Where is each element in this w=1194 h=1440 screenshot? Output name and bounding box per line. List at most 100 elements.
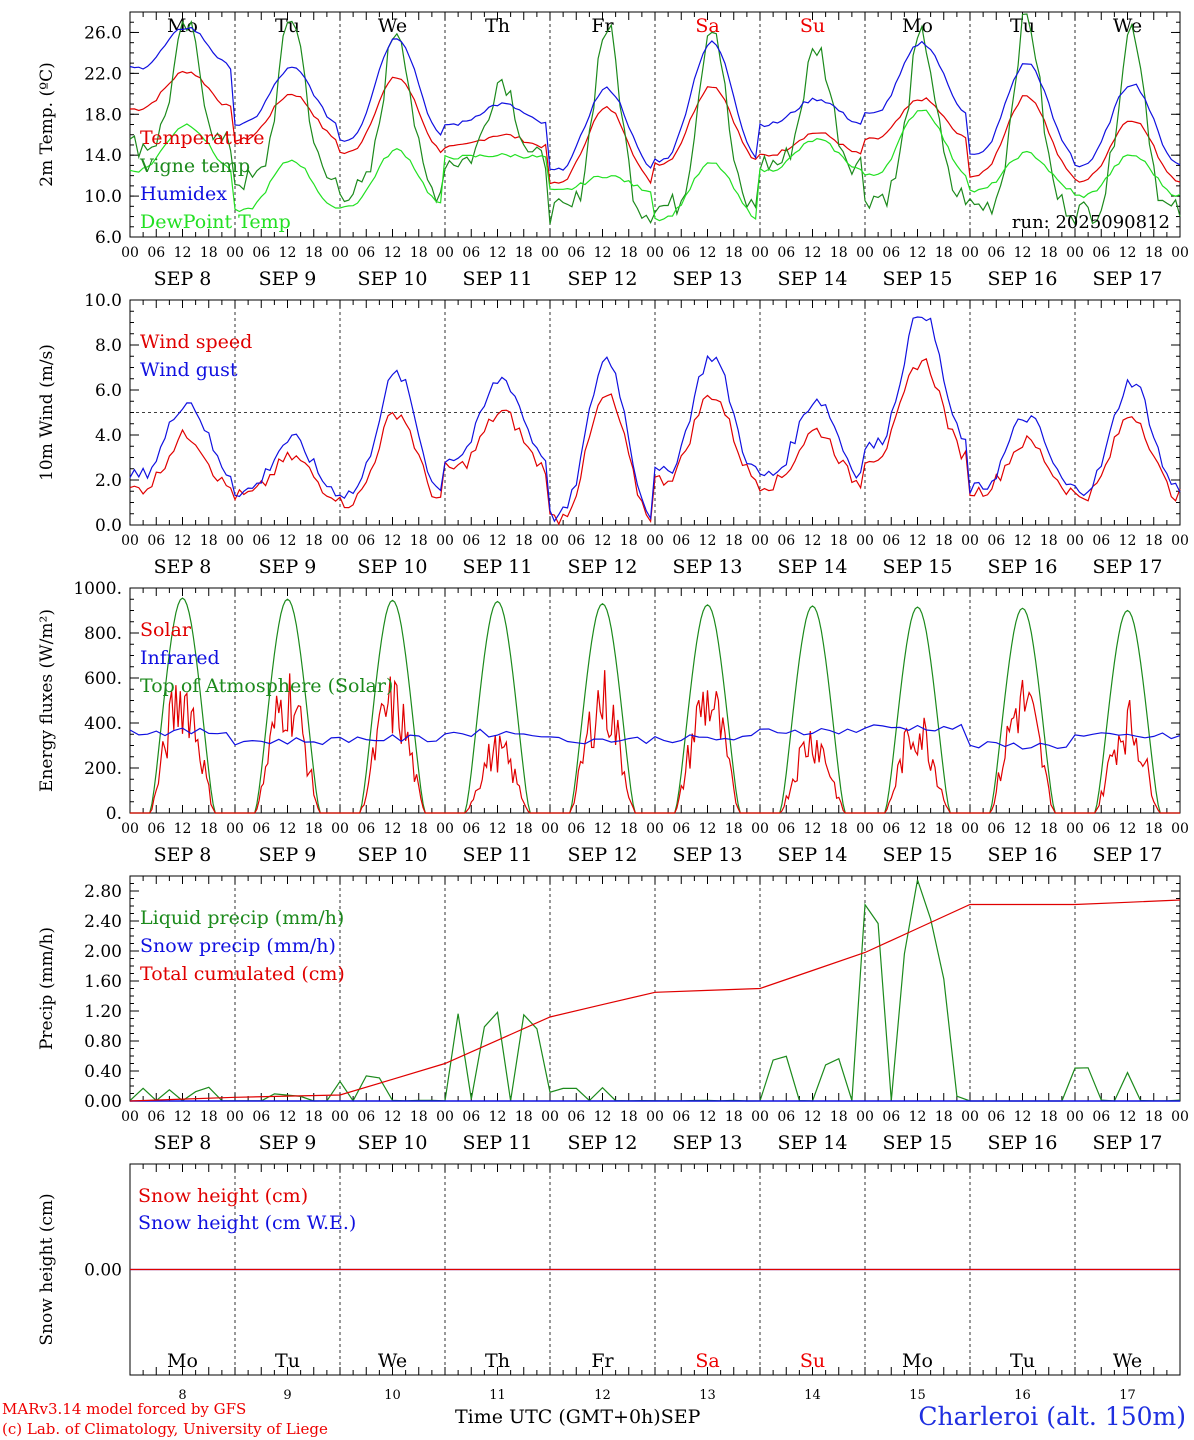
hour-tick-label: 12 xyxy=(384,533,402,549)
hour-tick-label: 12 xyxy=(594,1109,612,1125)
hour-tick-label: 06 xyxy=(882,1109,900,1125)
hour-tick-label: 12 xyxy=(489,821,507,837)
hour-tick-label: 18 xyxy=(1040,533,1058,549)
hour-tick-label: 00 xyxy=(856,533,874,549)
day-label: SEP 13 xyxy=(673,268,743,290)
hour-tick-label: 18 xyxy=(305,821,323,837)
hour-tick-label: 06 xyxy=(987,533,1005,549)
hour-tick-label: 00 xyxy=(646,533,664,549)
y-tick-label: 800. xyxy=(84,624,122,644)
day-label: SEP 17 xyxy=(1093,1132,1163,1154)
hour-tick-label: 06 xyxy=(777,245,795,261)
day-label: SEP 12 xyxy=(568,556,638,578)
day-label: SEP 16 xyxy=(988,268,1058,290)
legend-entry: Infrared xyxy=(140,647,220,669)
hour-tick-label: 00 xyxy=(541,821,559,837)
hour-tick-label: 00 xyxy=(856,245,874,261)
day-label: SEP 14 xyxy=(778,844,848,866)
hour-tick-label: 06 xyxy=(777,533,795,549)
hour-tick-label: 18 xyxy=(620,1109,638,1125)
hour-tick-label: 18 xyxy=(1145,1109,1163,1125)
hour-tick-label: 00 xyxy=(541,1109,559,1125)
series-line-wind-gust xyxy=(129,316,1181,523)
hour-tick-label: 18 xyxy=(1040,245,1058,261)
y-tick-label: 600. xyxy=(84,669,122,689)
hour-tick-label: 06 xyxy=(147,245,165,261)
hour-tick-label: 12 xyxy=(909,821,927,837)
hour-tick-label: 18 xyxy=(1145,821,1163,837)
hour-tick-label: 12 xyxy=(699,1109,717,1125)
y-tick-label: 2.80 xyxy=(84,882,122,902)
day-label: SEP 10 xyxy=(358,268,428,290)
weekday-label: Sa xyxy=(695,15,719,37)
hour-tick-label: 06 xyxy=(357,533,375,549)
hour-tick-label: 00 xyxy=(436,533,454,549)
hour-tick-label: 06 xyxy=(987,245,1005,261)
day-label: SEP 16 xyxy=(988,844,1058,866)
hour-tick-label: 06 xyxy=(1092,821,1110,837)
day-label: SEP 9 xyxy=(259,1132,317,1154)
hour-tick-label: 06 xyxy=(987,821,1005,837)
hour-tick-label: 06 xyxy=(777,821,795,837)
day-label: SEP 13 xyxy=(673,844,743,866)
hour-tick-label: 00 xyxy=(751,245,769,261)
hour-tick-label: 12 xyxy=(279,533,297,549)
hour-tick-label: 18 xyxy=(515,533,533,549)
y-tick-label: 400. xyxy=(84,714,122,734)
weekday-label: We xyxy=(378,1350,407,1372)
y-tick-label: 8.0 xyxy=(95,336,122,356)
y-tick-label: 0. xyxy=(106,804,122,824)
weekday-label: Mo xyxy=(902,15,933,37)
hour-tick-label: 12 xyxy=(1014,821,1032,837)
hour-tick-label: 06 xyxy=(357,245,375,261)
legend-entry: Solar xyxy=(140,619,192,641)
y-tick-label: 200. xyxy=(84,759,122,779)
station-label: Charleroi (alt. 150m) xyxy=(918,1402,1186,1431)
hour-tick-label: 12 xyxy=(1014,1109,1032,1125)
hour-tick-label: 18 xyxy=(725,1109,743,1125)
hour-tick-label: 12 xyxy=(174,245,192,261)
hour-tick-label: 18 xyxy=(410,245,428,261)
hour-tick-label: 12 xyxy=(279,821,297,837)
hour-tick-label: 12 xyxy=(594,245,612,261)
hour-tick-label: 12 xyxy=(384,1109,402,1125)
hour-tick-label: 06 xyxy=(147,821,165,837)
day-label: SEP 14 xyxy=(778,268,848,290)
day-number-label: 13 xyxy=(699,1388,716,1403)
y-tick-label: 22.0 xyxy=(84,64,122,84)
hour-tick-label: 12 xyxy=(594,533,612,549)
lab-credit: (c) Lab. of Climatology, University of L… xyxy=(2,1420,328,1438)
hour-tick-label: 12 xyxy=(1119,533,1137,549)
hour-tick-label: 18 xyxy=(410,533,428,549)
hour-tick-label: 00 xyxy=(121,1109,139,1125)
hour-tick-label: 06 xyxy=(882,821,900,837)
day-label: SEP 17 xyxy=(1093,844,1163,866)
hour-tick-label: 18 xyxy=(620,245,638,261)
hour-tick-label: 12 xyxy=(174,1109,192,1125)
hour-tick-label: 18 xyxy=(515,1109,533,1125)
y-tick-label: 6.0 xyxy=(95,381,122,401)
hour-tick-label: 00 xyxy=(331,533,349,549)
hour-tick-label: 18 xyxy=(935,533,953,549)
legend-entry: Wind gust xyxy=(140,359,238,381)
y-axis-label: Precip (mm/h) xyxy=(37,927,57,1050)
y-axis-label: Energy fluxes (W/m²) xyxy=(37,609,57,792)
legend-entry: Liquid precip (mm/h) xyxy=(140,907,344,929)
hour-tick-label: 12 xyxy=(909,1109,927,1125)
day-number-label: 12 xyxy=(594,1388,611,1403)
day-label: SEP 10 xyxy=(358,1132,428,1154)
hour-tick-label: 00 xyxy=(226,245,244,261)
hour-tick-label: 18 xyxy=(1145,533,1163,549)
hour-tick-label: 00 xyxy=(1171,533,1189,549)
day-number-label: 8 xyxy=(178,1388,186,1403)
hour-tick-label: 00 xyxy=(1066,533,1084,549)
hour-tick-label: 00 xyxy=(121,821,139,837)
hour-tick-label: 12 xyxy=(804,821,822,837)
day-label: SEP 16 xyxy=(988,1132,1058,1154)
hour-tick-label: 00 xyxy=(226,533,244,549)
hour-tick-label: 00 xyxy=(541,245,559,261)
hour-tick-label: 18 xyxy=(515,821,533,837)
hour-tick-label: 00 xyxy=(121,533,139,549)
hour-tick-label: 00 xyxy=(856,1109,874,1125)
legend-entry: Vigne temp xyxy=(139,155,250,177)
